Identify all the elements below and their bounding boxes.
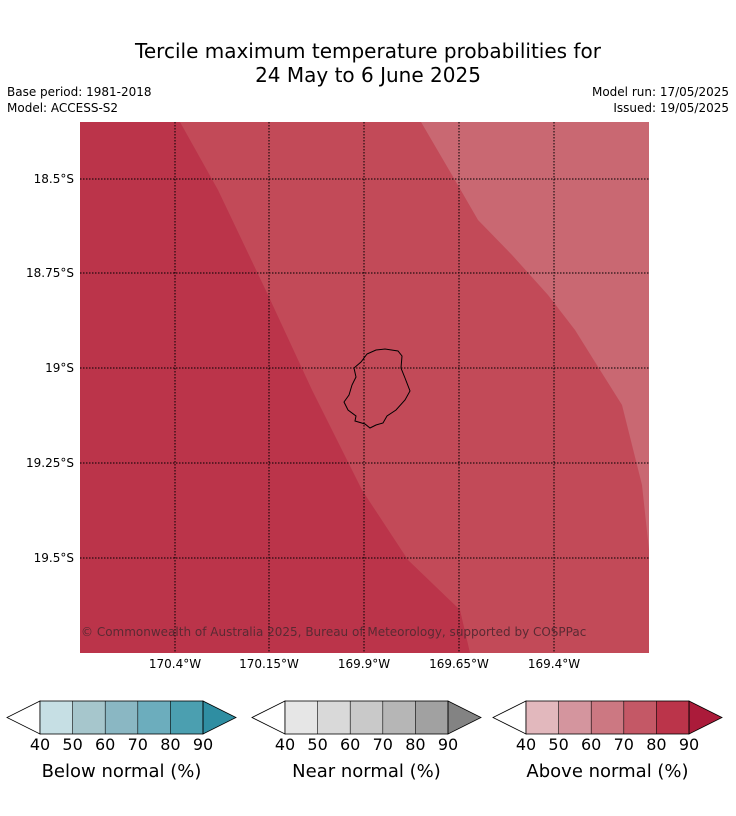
- above-bin-80-90: [656, 701, 689, 734]
- above-bin-60-70: [591, 701, 624, 734]
- near-arrow-high: [447, 700, 482, 735]
- tick-label: 70: [613, 735, 634, 754]
- below-arrow-low: [6, 700, 41, 735]
- tick-label: 40: [515, 735, 537, 754]
- above-bin-50-60: [558, 701, 592, 734]
- niue-island-outline: [343, 348, 411, 429]
- above-normal-colorbar: [492, 700, 723, 735]
- near-bin-80-90: [415, 701, 448, 734]
- probability-map: [80, 122, 649, 653]
- model-run-text: Model run: 17/05/2025: [591, 85, 729, 99]
- near-bin-50-60: [317, 701, 351, 734]
- tick-label: 50: [307, 735, 328, 754]
- below-bin-50-60: [72, 701, 106, 734]
- lat-label-19: 19°S: [45, 361, 74, 375]
- below-bin-40-50: [40, 701, 73, 734]
- tick-label: 40: [274, 735, 296, 754]
- above-arrow-high: [688, 700, 723, 735]
- near-bin-40-50: [285, 701, 318, 734]
- tick-label: 50: [62, 735, 83, 754]
- lon-label-169-9: 169.9°W: [337, 657, 391, 671]
- above-normal-label: Above normal (%): [526, 761, 689, 782]
- tick-label: 40: [29, 735, 51, 754]
- tick-label: 50: [548, 735, 569, 754]
- below-bin-60-70: [105, 701, 138, 734]
- copyright-notice: © Commonwealth of Australia 2025, Bureau…: [81, 625, 587, 639]
- base-period-text: Base period: 1981-2018: [7, 85, 152, 99]
- lon-label-170-15: 170.15°W: [239, 657, 299, 671]
- tick-label: 90: [192, 735, 214, 754]
- above-bin-40-50: [526, 701, 559, 734]
- tick-label: 90: [437, 735, 459, 754]
- tick-label: 80: [405, 735, 426, 754]
- prob-zone-60-70: [421, 122, 649, 550]
- tick-label: 80: [160, 735, 181, 754]
- near-arrow-low: [251, 700, 286, 735]
- above-bin-70-80: [623, 701, 657, 734]
- near-normal-colorbar: [251, 700, 482, 735]
- model-text: Model: ACCESS-S2: [7, 101, 119, 115]
- map-title-line1: Tercile maximum temperature probabilitie…: [135, 39, 601, 63]
- lon-label-169-4: 169.4°W: [527, 657, 581, 671]
- tick-label: 60: [340, 735, 361, 754]
- near-bin-60-70: [350, 701, 383, 734]
- lon-label-170-4: 170.4°W: [148, 657, 202, 671]
- tick-label: 60: [95, 735, 116, 754]
- lat-label-18-5: 18.5°S: [33, 172, 74, 186]
- below-arrow-high: [202, 700, 237, 735]
- lat-label-19-25: 19.25°S: [26, 456, 74, 470]
- tick-label: 80: [646, 735, 667, 754]
- lat-label-19-5: 19.5°S: [33, 551, 74, 565]
- lat-label-18-75: 18.75°S: [26, 266, 74, 280]
- lon-label-169-65: 169.65°W: [429, 657, 489, 671]
- issued-text: Issued: 19/05/2025: [613, 101, 729, 115]
- above-arrow-low: [492, 700, 527, 735]
- colorbars: [6, 700, 723, 735]
- below-bin-80-90: [170, 701, 203, 734]
- tick-label: 90: [678, 735, 700, 754]
- below-normal-label: Below normal (%): [41, 761, 202, 782]
- graticule: [80, 122, 649, 653]
- below-bin-70-80: [137, 701, 171, 734]
- tick-label: 60: [581, 735, 602, 754]
- map-title-line2: 24 May to 6 June 2025: [255, 63, 481, 87]
- tick-label: 70: [127, 735, 148, 754]
- near-normal-label: Near normal (%): [292, 761, 441, 782]
- near-bin-70-80: [382, 701, 416, 734]
- tick-label: 70: [372, 735, 393, 754]
- below-normal-colorbar: [6, 700, 237, 735]
